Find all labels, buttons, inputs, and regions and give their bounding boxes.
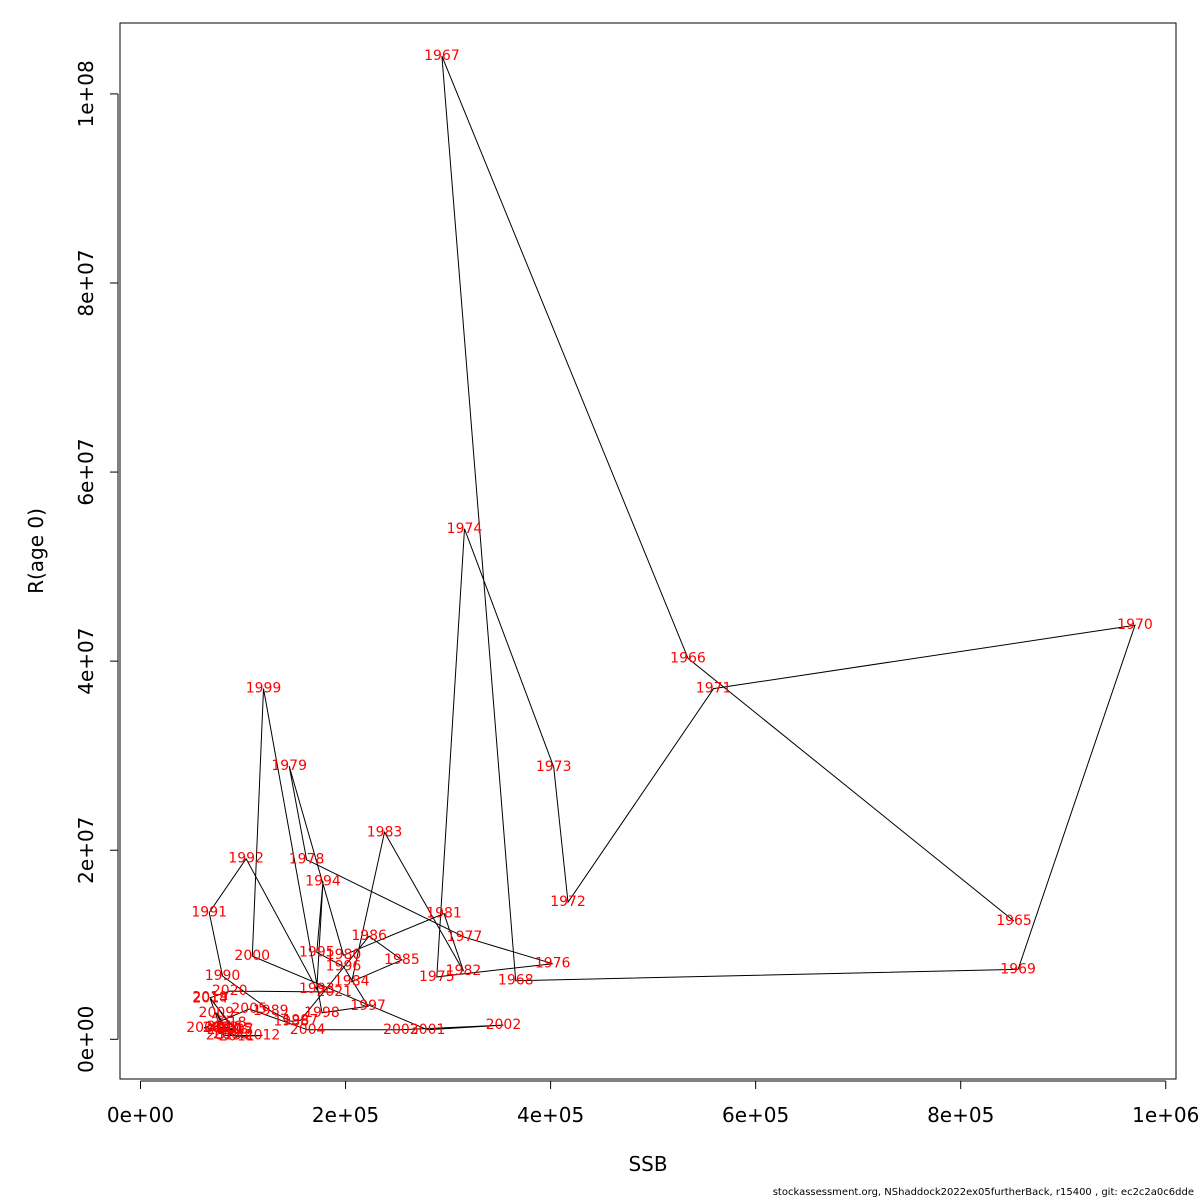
- y-axis: 0e+00 2e+07 4e+07 6e+07 8e+07 1e+08: [74, 60, 119, 1073]
- point-label-1967: 1967: [424, 48, 460, 64]
- point-label-1977: 1977: [447, 929, 483, 945]
- point-label-1983: 1983: [367, 824, 403, 840]
- point-label-2018: 2018: [211, 1015, 247, 1031]
- point-label-1970: 1970: [1117, 617, 1153, 633]
- x-tick-label: 6e+05: [722, 1103, 789, 1127]
- y-tick-label: 4e+07: [74, 628, 98, 695]
- point-label-2005: 2005: [231, 1001, 267, 1017]
- point-label-1971: 1971: [696, 681, 732, 697]
- point-label-2013: 2013: [206, 1028, 242, 1044]
- point-label-2004: 2004: [290, 1022, 326, 1038]
- point-label-1998: 1998: [304, 1005, 340, 1021]
- point-label-2002: 2002: [486, 1017, 522, 1033]
- point-label-2006: 2006: [186, 1020, 222, 1036]
- plot-frame: [119, 22, 1177, 1080]
- x-tick-label: 1e+06: [1132, 1103, 1199, 1127]
- point-label-2014: 2014: [192, 991, 228, 1007]
- x-axis: 0e+00 2e+05 4e+05 6e+05 8e+05 1e+06: [107, 1080, 1199, 1127]
- y-tick-label: 6e+07: [74, 438, 98, 505]
- point-labels: 1965 1966 1967 1968 1969 1970 1971 1972 1973 1974…: [186, 48, 1153, 1044]
- y-axis-title: R(age 0): [24, 508, 48, 594]
- footer-credit: stockassessment.org, NShaddock2022ex05fu…: [772, 1187, 1194, 1198]
- point-label-1973: 1973: [536, 759, 572, 775]
- point-label-2003: 2003: [383, 1022, 419, 1038]
- point-label-1965: 1965: [996, 913, 1032, 929]
- point-label-1986: 1986: [351, 928, 387, 944]
- point-label-2008: 2008: [213, 1027, 249, 1043]
- point-label-2009: 2009: [199, 1005, 235, 1021]
- point-label-1985: 1985: [384, 952, 420, 968]
- point-label-1966: 1966: [670, 650, 706, 666]
- point-label-2000: 2000: [234, 948, 270, 964]
- point-label-1991: 1991: [191, 905, 227, 921]
- y-tick-label: 8e+07: [74, 249, 98, 316]
- point-label-1976: 1976: [535, 956, 571, 972]
- point-label-1968: 1968: [498, 973, 534, 989]
- y-tick-label: 1e+08: [74, 60, 98, 127]
- point-label-1974: 1974: [447, 521, 483, 537]
- point-label-1999: 1999: [246, 681, 282, 697]
- point-label-1995: 1995: [299, 944, 335, 960]
- point-label-1990: 1990: [205, 968, 241, 984]
- point-label-2016: 2016: [207, 1019, 243, 1035]
- point-label-1972: 1972: [550, 894, 586, 910]
- point-label-2010: 2010: [207, 1022, 243, 1038]
- point-label-1988: 1988: [273, 1013, 309, 1029]
- x-tick-label: 0e+00: [107, 1103, 174, 1127]
- point-label-1996: 1996: [326, 958, 362, 974]
- point-label-2021: 2021: [316, 984, 352, 1000]
- point-label-1975: 1975: [419, 969, 455, 985]
- point-label-2001: 2001: [410, 1022, 446, 1038]
- point-label-1993: 1993: [299, 981, 335, 997]
- x-tick-label: 8e+05: [927, 1103, 994, 1127]
- point-label-1992: 1992: [228, 851, 264, 867]
- point-label-1987: 1987: [283, 1012, 319, 1028]
- point-label-1980: 1980: [326, 947, 362, 963]
- x-tick-label: 2e+05: [312, 1103, 379, 1127]
- x-tick-label: 4e+05: [517, 1103, 584, 1127]
- point-label-2017: 2017: [203, 1020, 239, 1036]
- point-label-1989: 1989: [253, 1003, 289, 1019]
- point-label-2019: 2019: [192, 990, 228, 1006]
- point-label-2007: 2007: [218, 1022, 254, 1038]
- point-label-2011: 2011: [219, 1028, 255, 1044]
- point-label-1997: 1997: [350, 998, 386, 1014]
- point-label-1981: 1981: [426, 906, 462, 922]
- point-label-2012: 2012: [245, 1028, 281, 1044]
- series-line: [203, 55, 1136, 1038]
- point-label-1982: 1982: [446, 963, 482, 979]
- point-label-1994: 1994: [305, 873, 341, 889]
- x-axis-title: SSB: [628, 1152, 667, 1176]
- point-label-2020: 2020: [212, 983, 248, 999]
- y-tick-label: 2e+07: [74, 817, 98, 884]
- point-label-1984: 1984: [334, 974, 370, 990]
- ssb-recruitment-path: [203, 55, 1136, 1038]
- point-label-1979: 1979: [271, 758, 307, 774]
- y-tick-label: 0e+00: [74, 1006, 98, 1073]
- point-label-2015: 2015: [217, 1021, 253, 1037]
- point-label-1969: 1969: [1000, 961, 1036, 977]
- point-label-1978: 1978: [289, 852, 325, 868]
